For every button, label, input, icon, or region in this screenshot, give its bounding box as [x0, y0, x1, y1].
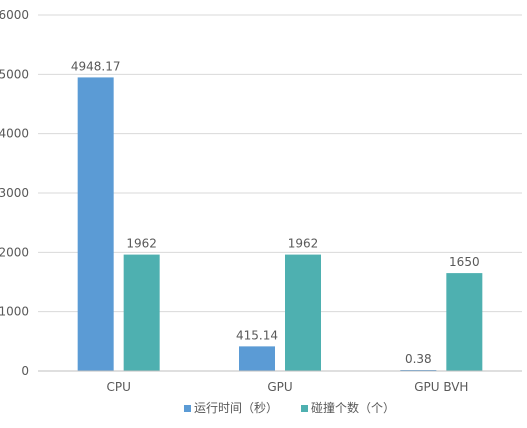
y-tick-label: 5000 [0, 67, 29, 81]
y-tick-label: 1000 [0, 305, 29, 319]
bar-cpu-series-1 [78, 77, 114, 371]
legend: 运行时间（秒） 碰撞个数（个） [184, 400, 395, 415]
data-label: 1962 [126, 237, 157, 251]
bar-gpu-bvh-series-2 [446, 273, 482, 371]
bar-gpu-series-2 [285, 255, 321, 371]
y-tick-label: 6000 [0, 8, 29, 22]
y-tick-label: 2000 [0, 245, 29, 259]
bar-cpu-series-2 [124, 255, 160, 371]
x-category-label: CPU [106, 380, 130, 394]
data-label: 4948.17 [71, 59, 121, 73]
bar-gpu-series-1 [239, 346, 275, 371]
y-axis-tick-labels: 0 1000 2000 3000 4000 5000 6000 [0, 8, 29, 378]
legend-label: 碰撞个数（个） [311, 400, 395, 415]
x-axis-category-labels: CPU GPU GPU BVH [106, 380, 468, 394]
y-tick-label: 4000 [0, 127, 29, 141]
bars [78, 77, 483, 371]
legend-label: 运行时间（秒） [194, 401, 278, 415]
legend-swatch [184, 405, 191, 412]
legend-item-2: 碰撞个数（个） [301, 400, 395, 415]
x-category-label: GPU BVH [414, 380, 468, 394]
y-tick-label: 3000 [0, 186, 29, 200]
legend-swatch [301, 405, 308, 412]
data-label: 415.14 [236, 328, 278, 342]
legend-item-1: 运行时间（秒） [184, 401, 278, 415]
data-label: 0.38 [405, 352, 432, 366]
data-label: 1962 [288, 237, 319, 251]
x-category-label: GPU [267, 380, 292, 394]
data-label: 1650 [449, 255, 480, 269]
y-tick-label: 0 [21, 364, 29, 378]
